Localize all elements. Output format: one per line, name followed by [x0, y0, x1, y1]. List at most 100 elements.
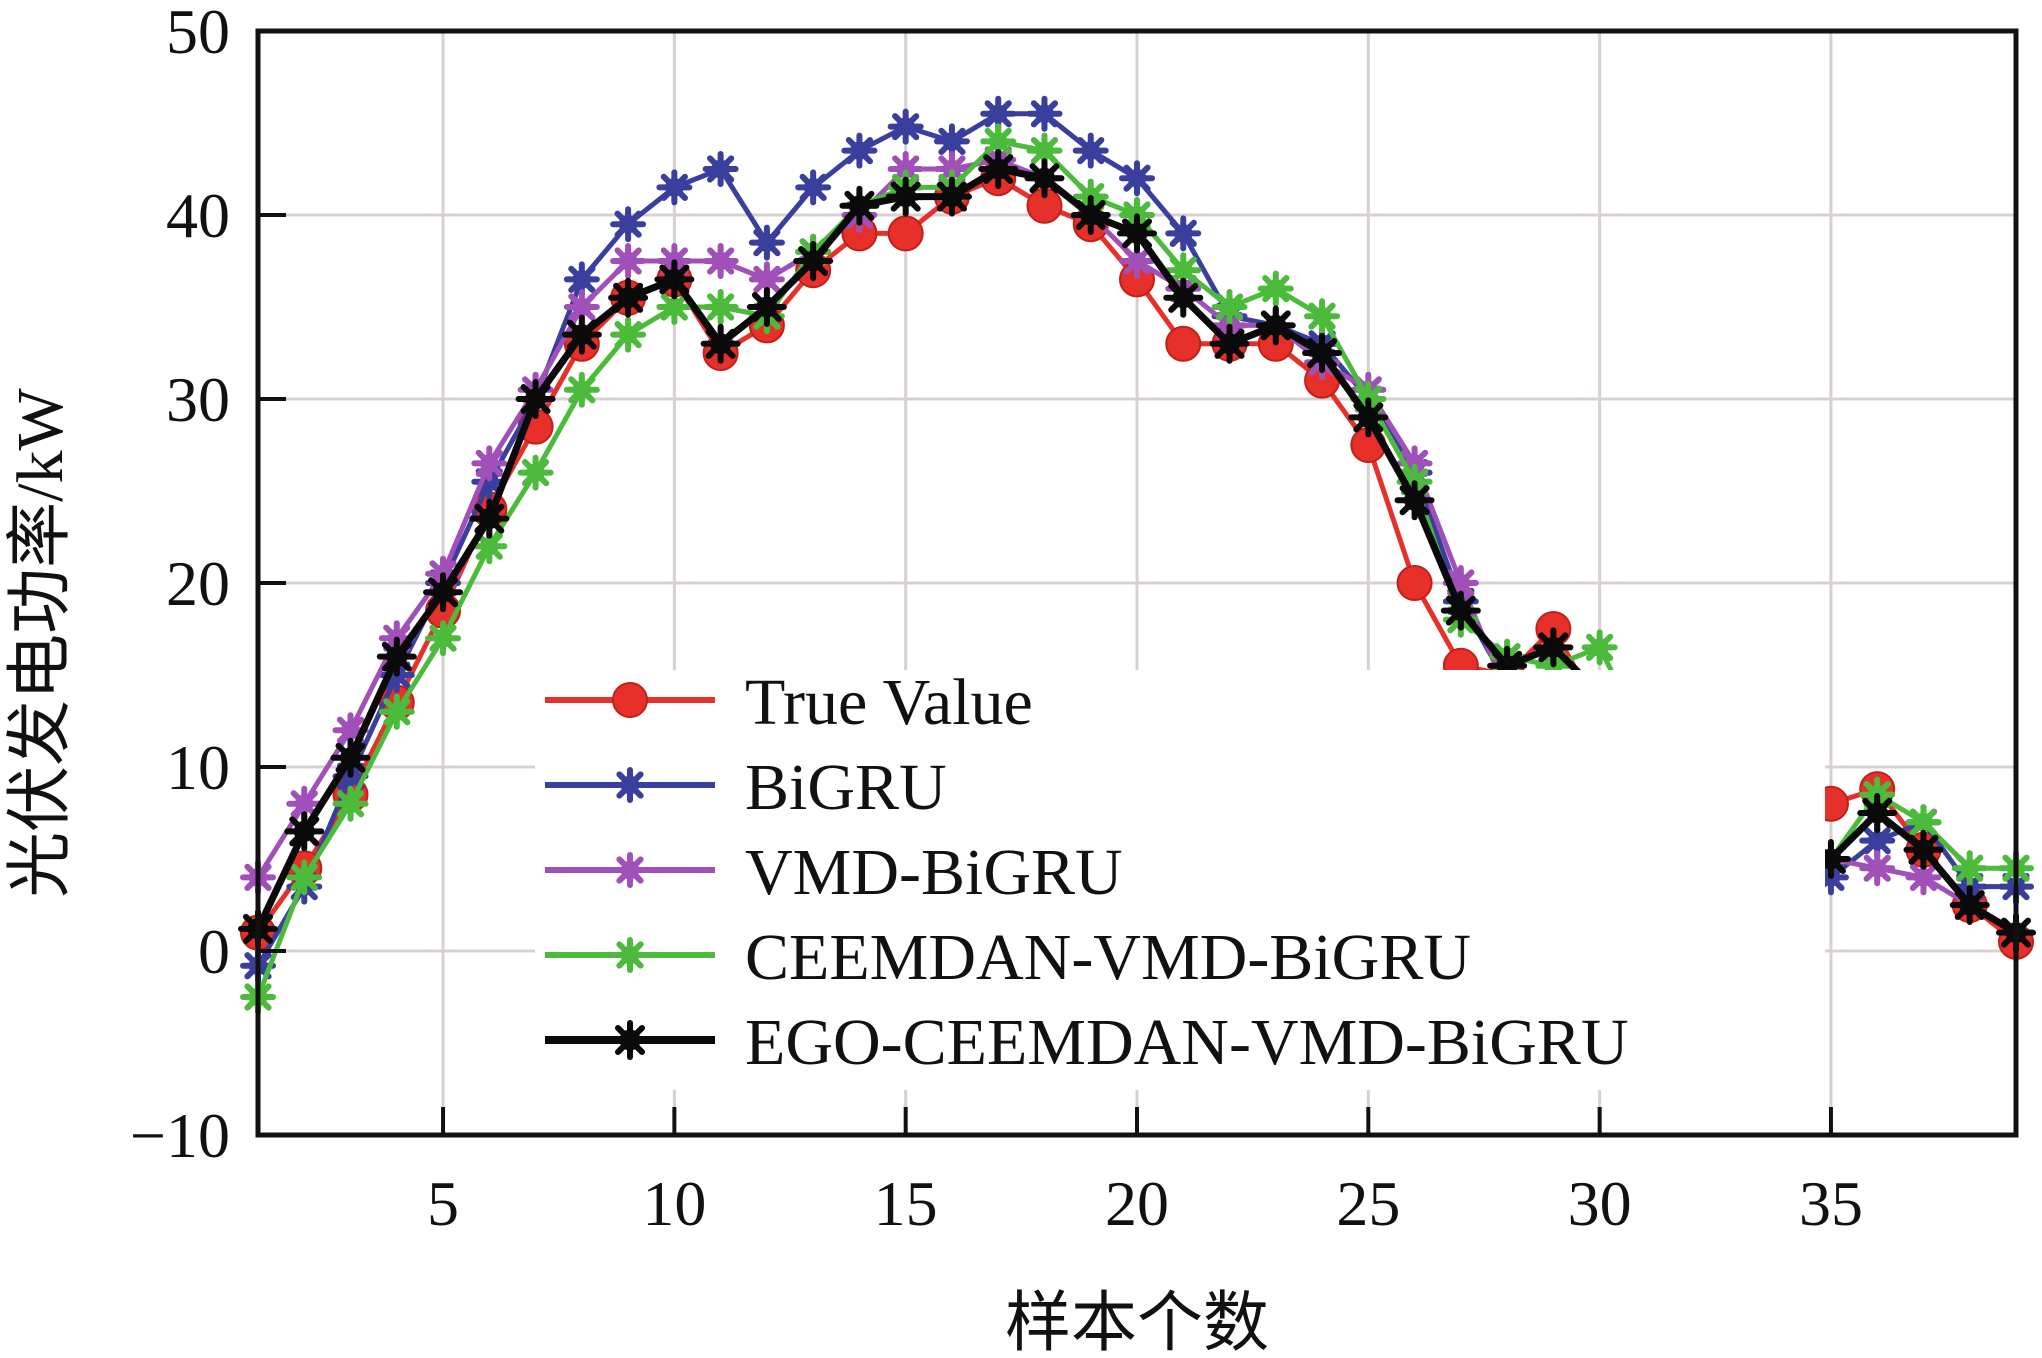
data-point	[471, 445, 508, 482]
data-point	[748, 261, 785, 298]
data-point	[1951, 850, 1988, 887]
data-point	[563, 371, 600, 408]
data-point	[841, 132, 878, 169]
legend-background	[535, 670, 1825, 1090]
data-point	[1302, 333, 1343, 373]
data-point	[1440, 590, 1481, 631]
data-point	[610, 316, 647, 353]
data-point	[563, 289, 600, 325]
data-point	[1949, 885, 1990, 925]
legend-item: VMD-BiGRU	[545, 836, 1123, 909]
data-point	[1165, 252, 1202, 289]
data-point	[887, 108, 924, 145]
data-point	[887, 215, 924, 252]
x-tick-label: 30	[1568, 1168, 1632, 1239]
data-point	[1394, 480, 1435, 521]
y-tick-label: −10	[130, 1100, 230, 1171]
data-point	[1072, 132, 1109, 169]
y-tick-label: 50	[166, 0, 230, 67]
data-point	[1304, 298, 1341, 335]
data-point	[286, 785, 323, 822]
data-point	[1117, 213, 1157, 254]
legend-item: CEEMDAN-VMD-BiGRU	[545, 921, 1471, 994]
data-point	[702, 243, 739, 279]
y-tick-label: 40	[166, 180, 230, 251]
data-point	[656, 169, 693, 206]
data-point	[610, 243, 647, 279]
legend: True Value BiGRU VMD-BiGRU CEEMDAN-VMD-BiGR…	[545, 666, 1629, 1079]
data-point	[1905, 859, 1942, 896]
data-point	[931, 176, 972, 217]
data-point	[1024, 158, 1065, 199]
data-point	[469, 498, 510, 539]
data-point	[1255, 305, 1296, 346]
data-point	[517, 454, 554, 491]
data-point	[1163, 277, 1204, 318]
x-tick-label: 20	[1105, 1168, 1169, 1239]
legend-label: BiGRU	[745, 751, 947, 824]
tick-labels: 5 10 15 20 25 30 35 −10 0 10 20 30 40 50	[130, 0, 1863, 1239]
legend-label: VMD-BiGRU	[745, 836, 1123, 909]
data-point	[702, 289, 739, 325]
data-point	[515, 379, 556, 419]
legend-box	[535, 670, 1825, 1090]
legend-label: EGO-CEEMDAN-VMD-BiGRU	[745, 1006, 1629, 1079]
data-point	[1165, 325, 1202, 362]
data-point	[885, 176, 926, 217]
data-point	[378, 693, 415, 730]
data-point	[610, 206, 647, 243]
x-tick-label: 25	[1336, 1168, 1400, 1239]
data-point	[1859, 822, 1896, 859]
data-point	[423, 572, 464, 613]
data-point	[839, 185, 880, 226]
data-point	[1119, 160, 1155, 197]
data-point	[1165, 215, 1202, 252]
legend-marker	[610, 1020, 650, 1060]
y-tick-label: 0	[198, 916, 230, 987]
data-point	[376, 636, 417, 677]
data-point	[1859, 850, 1896, 887]
data-point	[284, 811, 325, 852]
data-point	[980, 123, 1017, 160]
data-point	[332, 785, 369, 822]
legend-item: BiGRU	[545, 751, 947, 824]
data-point	[654, 259, 695, 300]
data-point	[656, 289, 693, 325]
data-point	[1581, 629, 1618, 666]
data-point	[1209, 323, 1250, 364]
data-point	[1533, 627, 1574, 668]
data-point	[1348, 397, 1389, 438]
data-point	[1211, 289, 1248, 325]
legend-marker	[612, 937, 648, 973]
y-tick-label: 10	[166, 732, 230, 803]
legend-item: True Value	[545, 666, 1033, 739]
data-point	[978, 149, 1019, 189]
data-point	[330, 737, 371, 778]
data-point	[795, 169, 832, 206]
axis-ticks	[258, 29, 1833, 1137]
legend-marker	[612, 682, 648, 718]
data-point	[702, 151, 739, 187]
data-point	[1026, 95, 1063, 132]
data-point	[425, 620, 462, 657]
x-tick-label: 35	[1799, 1168, 1863, 1239]
legend-item: EGO-CEEMDAN-VMD-BiGRU	[545, 1006, 1629, 1079]
data-point	[746, 287, 787, 327]
legend-label: CEEMDAN-VMD-BiGRU	[745, 921, 1471, 994]
data-point	[980, 95, 1017, 132]
data-point	[748, 224, 785, 261]
data-point	[1026, 132, 1063, 169]
data-point	[1070, 195, 1111, 235]
legend-label: True Value	[745, 666, 1033, 739]
data-point	[1903, 829, 1944, 870]
x-tick-label: 5	[427, 1168, 459, 1239]
data-point	[1396, 565, 1433, 601]
data-point	[793, 241, 834, 281]
x-tick-label: 10	[642, 1168, 706, 1239]
data-point	[1257, 270, 1294, 307]
legend-marker	[612, 852, 648, 888]
y-tick-label: 30	[166, 364, 230, 435]
data-point	[286, 859, 323, 896]
x-tick-label: 15	[874, 1168, 938, 1239]
